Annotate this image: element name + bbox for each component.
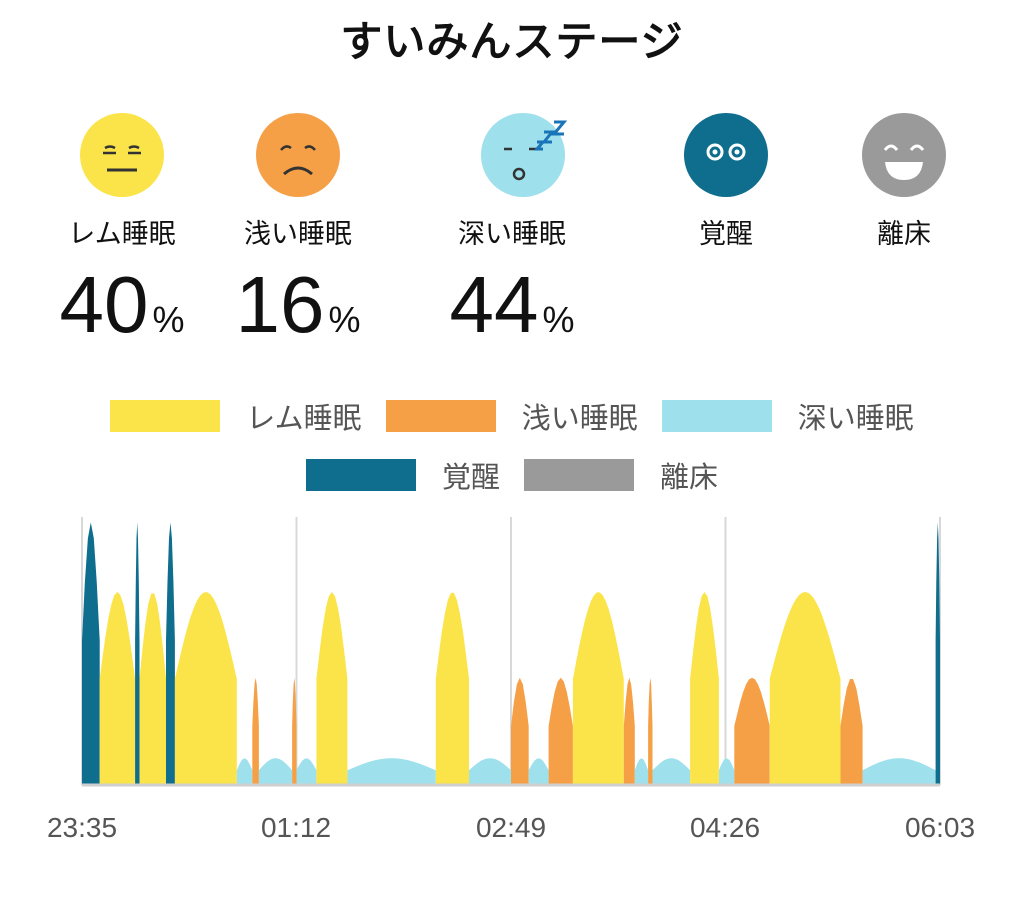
stage-segment [690, 592, 719, 785]
legend-label: 深い睡眠 [797, 401, 914, 435]
page-title: すいみんステージ [340, 17, 684, 66]
legend-item-outofbed: 離床 [524, 454, 718, 496]
neutral-face-icon [80, 113, 164, 197]
legend-swatch [385, 400, 496, 432]
stage-segment [435, 592, 469, 785]
legend-label: 覚醒 [441, 460, 500, 494]
stage-segment [769, 592, 841, 785]
stage-segment [734, 677, 770, 785]
stage-segment [623, 677, 635, 785]
legend-item-light: 浅い睡眠 [385, 395, 638, 437]
legend-label: 離床 [660, 460, 719, 494]
legend-label: レム睡眠 [246, 401, 362, 435]
stage-segment [252, 677, 259, 785]
stage-label: 深い睡眠 [458, 219, 566, 250]
stage-segment [316, 592, 348, 785]
sleeping-face-icon [481, 113, 568, 197]
stage-segment [166, 522, 175, 785]
x-tick-label: 04:26 [689, 812, 761, 843]
awake-face-icon [684, 113, 768, 197]
legend-swatch [661, 400, 772, 432]
stage-segment [511, 677, 529, 785]
legend-item-rem: レム睡眠 [110, 395, 362, 437]
x-tick-label: 01:12 [260, 812, 332, 843]
chart-legend-row-2: 覚醒 離床 [0, 454, 1024, 496]
legend-swatch [524, 459, 634, 491]
stage-segment [139, 593, 166, 785]
stage-segment [135, 522, 140, 785]
stage-segment [548, 677, 573, 785]
stage-segment [469, 758, 511, 785]
stage-segment [258, 758, 293, 785]
stage-segment [572, 592, 624, 785]
legend-swatch [110, 400, 221, 432]
stage-segment [648, 677, 653, 785]
stage-label: レム睡眠 [68, 219, 176, 250]
stage-outofbed: 離床 [814, 112, 994, 251]
stage-segment [82, 522, 100, 785]
sleep-stage-chart [81, 517, 941, 787]
stage-segment [174, 592, 237, 785]
legend-label: 浅い睡眠 [521, 401, 638, 435]
stage-label: 覚醒 [699, 219, 753, 250]
stage-segment [935, 522, 940, 785]
stage-segment [236, 758, 253, 785]
happy-face-icon [862, 113, 946, 197]
x-tick-label: 06:03 [904, 812, 976, 843]
chart-legend-row-1: レム睡眠 浅い睡眠 深い睡眠 [0, 395, 1024, 437]
legend-item-awake: 覚醒 [305, 454, 500, 496]
x-tick-label: 23:35 [46, 812, 118, 843]
stage-light: 浅い睡眠 16% [208, 112, 388, 360]
legend-swatch [305, 459, 416, 491]
stage-percent: 44% [449, 260, 575, 349]
x-tick-label: 02:49 [475, 812, 547, 843]
stage-segment [862, 758, 936, 785]
stage-segment [347, 758, 436, 785]
stage-segment [292, 677, 297, 785]
stage-percent: 16% [235, 260, 361, 349]
legend-item-deep: 深い睡眠 [661, 395, 914, 437]
stage-deep: 深い睡眠 44% [422, 112, 602, 360]
stage-segment [528, 758, 549, 785]
sad-face-icon [256, 113, 340, 197]
stage-segment [99, 592, 136, 785]
stage-rem: レム睡眠 40% [32, 112, 212, 360]
stage-segment [296, 758, 317, 785]
stage-awake: 覚醒 [636, 112, 816, 251]
stage-segment [840, 679, 863, 785]
stage-label: 浅い睡眠 [244, 219, 352, 250]
stage-percent: 40% [59, 260, 185, 349]
stage-segment [718, 758, 735, 785]
stage-segment [652, 758, 691, 785]
stage-label: 離床 [877, 219, 931, 250]
stage-segment [634, 758, 649, 785]
